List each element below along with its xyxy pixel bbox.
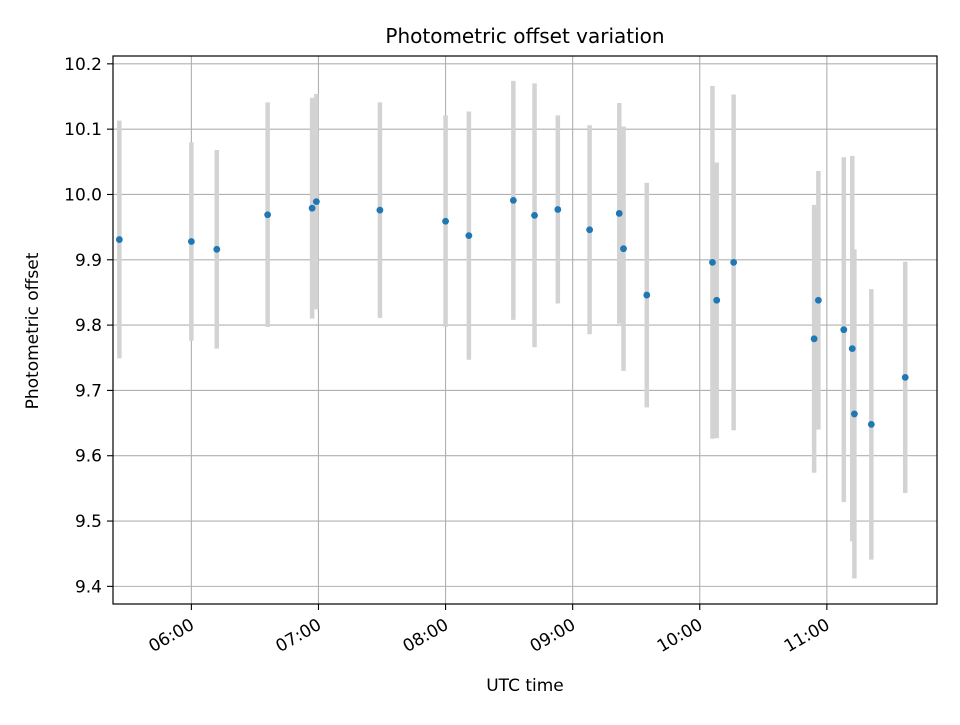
y-tick-label: 10.2 [64,55,102,75]
data-point [901,373,909,381]
data-point [730,258,738,266]
data-point [850,410,858,418]
y-tick-label: 9.7 [75,381,102,401]
x-axis-label: UTC time [486,676,564,696]
y-tick-label: 10.0 [64,185,102,205]
data-point [465,232,473,240]
data-point [308,204,316,212]
y-tick-label: 9.6 [75,447,102,467]
data-point [867,420,875,428]
data-point [620,245,627,253]
axes-frame [112,55,938,605]
y-tick-label: 10.1 [64,120,102,140]
data-point [586,226,594,234]
y-tick-label: 9.9 [75,251,102,271]
data-point [442,217,449,225]
data-point [312,198,320,206]
y-tick-label: 9.4 [75,577,102,597]
data-point [531,211,538,219]
data-point [713,296,721,304]
data-point [814,296,822,304]
data-point [376,206,384,214]
data-point [848,345,856,353]
data-point [213,245,221,253]
data-points [115,196,909,428]
data-point [840,326,848,334]
y-tick-label: 9.8 [75,316,102,336]
data-point [810,335,818,343]
data-point [554,206,562,213]
y-axis-label: Photometric offset [23,252,43,409]
data-point [187,238,195,245]
data-point [115,236,123,243]
chart-title: Photometric offset variation [385,24,664,48]
data-point [615,210,623,217]
data-point [264,211,272,219]
y-tick-label: 9.5 [75,512,102,532]
data-point [709,258,716,266]
data-point [643,291,651,299]
data-point [509,196,517,204]
